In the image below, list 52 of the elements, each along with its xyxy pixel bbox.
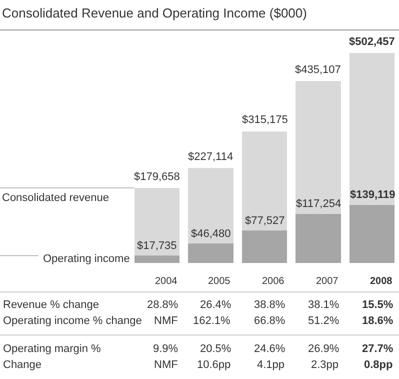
text: 20.5% — [200, 343, 232, 355]
text: 26.4% — [200, 299, 232, 311]
bar — [296, 81, 341, 214]
bar — [242, 131, 288, 231]
data-label: $17,735 — [137, 240, 177, 252]
text: Operating margin % — [3, 343, 102, 355]
bar — [134, 256, 180, 263]
data-label: $117,254 — [296, 198, 342, 210]
text: Change — [3, 359, 42, 371]
text: 27.7% — [362, 343, 394, 355]
total-label: $315,175 — [242, 114, 288, 126]
bar — [296, 214, 341, 263]
x-tick-label: 2005 — [208, 276, 231, 287]
text: 18.6% — [362, 315, 394, 327]
bar — [242, 230, 288, 263]
text: 24.6% — [254, 343, 286, 355]
text: Operating income % change — [3, 315, 142, 327]
total-label: $502,457 — [349, 36, 395, 48]
bar — [188, 244, 234, 263]
text: NMF — [154, 359, 178, 371]
data-label: $139,119 — [350, 189, 396, 201]
bar — [134, 188, 180, 256]
bar — [350, 204, 395, 263]
text: 4.1pp — [257, 359, 285, 371]
text: 28.8% — [147, 299, 178, 311]
x-tick-label: 2008 — [370, 276, 393, 287]
chart-title: Consolidated Revenue and Operating Income ($000) — [2, 6, 307, 21]
text: 38.1% — [308, 299, 340, 311]
bar — [188, 168, 234, 244]
data-label: $77,527 — [245, 215, 285, 227]
x-tick-label: 2006 — [262, 276, 285, 287]
text: 38.8% — [254, 299, 286, 311]
x-tick-label: 2007 — [316, 276, 339, 287]
text: NMF — [154, 315, 178, 327]
text: Revenue % change — [3, 299, 100, 311]
text: 66.8% — [254, 315, 286, 327]
total-label: $179,658 — [134, 171, 180, 183]
x-tick-label: 2004 — [155, 276, 178, 287]
total-label: $227,114 — [188, 151, 234, 163]
text: 15.5% — [362, 299, 394, 311]
bar — [350, 53, 395, 205]
text: 2.3pp — [311, 359, 339, 371]
data-label: $46,480 — [191, 228, 231, 240]
text: 26.9% — [308, 343, 340, 355]
text: 51.2% — [308, 315, 340, 327]
text: 0.8pp — [364, 359, 394, 371]
text: 162.1% — [193, 315, 231, 327]
text: 9.9% — [153, 343, 178, 355]
total-label: $435,107 — [295, 64, 341, 76]
text: 10.6pp — [197, 359, 231, 371]
series-label: Operating income — [43, 253, 130, 265]
text: Consolidated revenue — [2, 192, 110, 204]
